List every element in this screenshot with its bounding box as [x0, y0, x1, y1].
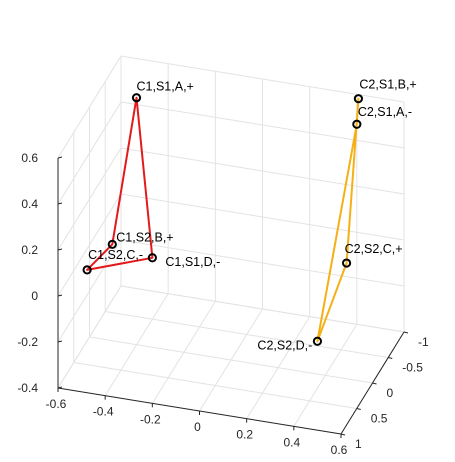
- z-tick-mark: [57, 340, 63, 343]
- grid-line: [120, 101, 405, 149]
- x-tick-label: -0.6: [46, 397, 67, 411]
- data-point: [353, 94, 364, 104]
- y-tick-mark: [356, 408, 361, 410]
- z-tick-mark: [57, 248, 63, 251]
- grid-line: [120, 285, 405, 333]
- point-label: C2,S1,A,-: [358, 105, 412, 119]
- grid-line: [105, 311, 389, 358]
- data-point: [131, 93, 142, 103]
- z-tick-label: 0.2: [21, 243, 38, 257]
- data-point: [341, 258, 352, 268]
- y-tick-label: 0: [387, 386, 394, 400]
- grid-line: [57, 285, 122, 389]
- data-point: [82, 265, 92, 275]
- x-tick-label: 0.4: [283, 435, 300, 449]
- x-tick-label: 0: [194, 420, 201, 434]
- grid-line: [57, 193, 122, 297]
- data-point: [147, 253, 157, 263]
- y-tick-mark: [340, 433, 346, 436]
- series-outline: [316, 97, 360, 343]
- z-tick-mark: [57, 294, 63, 297]
- series: [82, 93, 364, 346]
- z-tick-mark: [57, 156, 63, 159]
- y-tick-label: -0.5: [402, 361, 423, 375]
- grid-line: [120, 193, 405, 241]
- z-tick-label: -0.2: [17, 335, 38, 349]
- grid-line: [57, 101, 122, 205]
- grid-line: [120, 55, 405, 103]
- z-tick-mark: [57, 202, 63, 205]
- z-tick-mark: [57, 386, 63, 389]
- point-label: C2,S2,C,+: [345, 242, 403, 256]
- point-labels: C1,S1,A,+ C1,S1,D,- C1,S2,C,- C1,S2,B,+ C2,S…: [88, 78, 417, 353]
- x-tick-label: -0.4: [93, 405, 114, 419]
- grid-line: [120, 239, 405, 287]
- point-label: C2,S2,D,-: [257, 338, 312, 352]
- z-tick-label: 0.6: [21, 151, 38, 165]
- y-tick-mark: [388, 357, 393, 359]
- x-tick-label: -0.2: [140, 412, 161, 426]
- series-outline: [86, 96, 154, 271]
- grid-line: [57, 55, 122, 159]
- y-tick-label: -1: [418, 335, 429, 349]
- grid-line: [120, 147, 405, 195]
- point-label: C1,S1,D,-: [165, 255, 220, 269]
- tick-labels: -0.6 -0.4 -0.2 0 0.2 0.4 0.6 -1 -0.5 0 0.5 1 -0.4 -0.…: [17, 151, 429, 457]
- y-tick-label: 1: [355, 437, 362, 451]
- grid-line: [57, 147, 122, 251]
- x-tick-label: 0.6: [331, 443, 348, 457]
- z-tick-label: 0: [31, 289, 38, 303]
- axes: [57, 156, 409, 438]
- y-tick-label: 0.5: [371, 412, 388, 426]
- point-label: C1,S2,B,+: [116, 230, 173, 244]
- grid-line: [73, 362, 357, 409]
- x-tick-label: 0.2: [236, 428, 253, 442]
- y-tick-mark: [403, 331, 409, 334]
- z-tick-label: 0.4: [21, 197, 38, 211]
- y-tick-mark: [372, 382, 377, 385]
- point-label: C2,S1,B,+: [359, 78, 416, 92]
- point-label: C1,S2,C,-: [88, 248, 143, 262]
- grid-line: [89, 336, 373, 384]
- grid-line: [57, 239, 122, 343]
- z-tick-label: -0.4: [17, 381, 38, 395]
- data-point: [107, 239, 117, 249]
- data-point: [352, 119, 362, 129]
- point-label: C1,S1,A,+: [137, 80, 194, 94]
- data-point: [312, 336, 323, 346]
